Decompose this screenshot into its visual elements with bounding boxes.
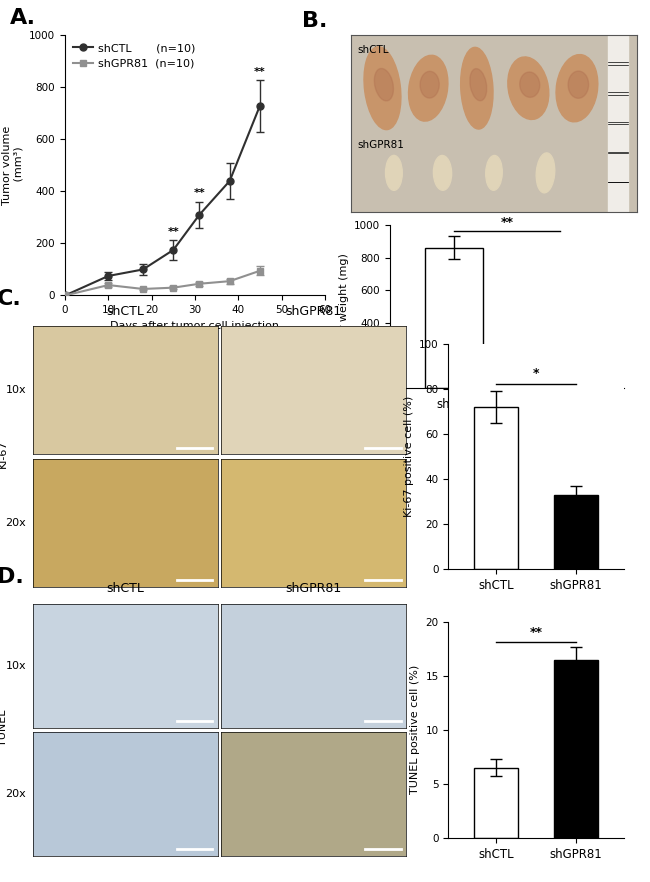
Text: **: ** [194, 188, 205, 198]
Text: 20x: 20x [5, 518, 26, 527]
Ellipse shape [536, 153, 554, 193]
Text: **: ** [254, 67, 266, 77]
Bar [474, 407, 518, 569]
Text: shGPR81: shGPR81 [285, 304, 342, 318]
Ellipse shape [520, 72, 540, 97]
Text: 20x: 20x [5, 789, 26, 799]
Text: TUNEL: TUNEL [0, 709, 8, 746]
Ellipse shape [434, 155, 452, 191]
Ellipse shape [486, 155, 502, 191]
Legend: shCTL       (n=10), shGPR81  (n=10): shCTL (n=10), shGPR81 (n=10) [71, 41, 198, 71]
Text: A.: A. [10, 8, 36, 28]
Text: **: ** [168, 227, 179, 237]
Ellipse shape [385, 155, 402, 191]
Text: 10x: 10x [5, 661, 26, 671]
Ellipse shape [420, 71, 439, 98]
Text: B.: B. [302, 11, 328, 31]
Text: **: ** [530, 626, 543, 639]
Bar [608, 35, 629, 212]
Text: shCTL: shCTL [106, 304, 144, 318]
Y-axis label: Tumor volume
 (mm³): Tumor volume (mm³) [2, 126, 23, 205]
Ellipse shape [409, 56, 448, 121]
Ellipse shape [461, 48, 493, 129]
Y-axis label: TUNEL positive cell (%): TUNEL positive cell (%) [410, 665, 420, 795]
Text: *: * [533, 367, 540, 380]
Text: 10x: 10x [5, 385, 26, 395]
Ellipse shape [470, 69, 487, 101]
Text: shGPR81: shGPR81 [285, 582, 342, 595]
Text: shGPR81: shGPR81 [358, 140, 404, 150]
Ellipse shape [556, 55, 598, 122]
Bar [474, 767, 518, 838]
Bar [531, 355, 590, 388]
Bar [424, 248, 483, 388]
X-axis label: Days after tumor cell injection: Days after tumor cell injection [111, 321, 280, 331]
Text: shCTL: shCTL [106, 582, 144, 595]
Ellipse shape [364, 47, 401, 130]
Y-axis label: Ki-67 positive cell (%): Ki-67 positive cell (%) [404, 396, 413, 517]
Text: D.: D. [0, 566, 23, 587]
Text: shCTL: shCTL [358, 45, 389, 55]
Text: Ki-67: Ki-67 [0, 440, 8, 468]
Bar [554, 660, 598, 838]
Ellipse shape [568, 71, 589, 98]
Ellipse shape [508, 57, 549, 119]
Y-axis label: Tumor weight (mg): Tumor weight (mg) [339, 253, 348, 360]
Text: C.: C. [0, 288, 21, 309]
Ellipse shape [374, 69, 393, 101]
Text: **: ** [500, 216, 514, 229]
Bar [554, 495, 598, 569]
